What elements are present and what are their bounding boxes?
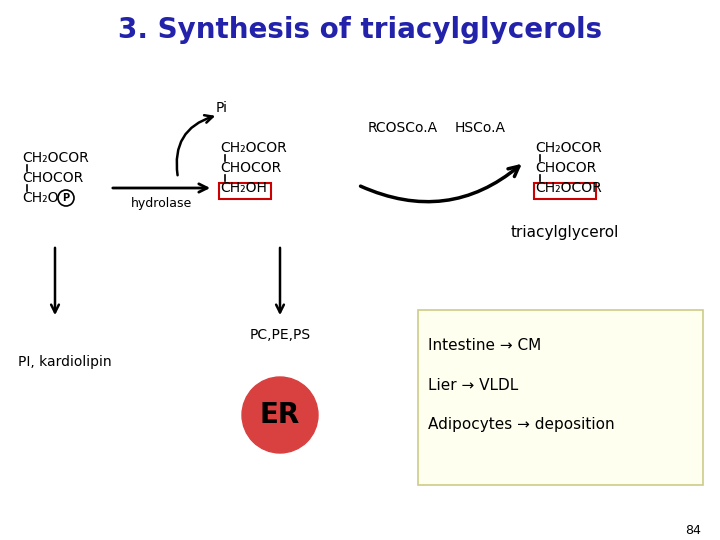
Text: Pi: Pi (216, 101, 228, 115)
Text: triacylglycerol: triacylglycerol (510, 225, 619, 240)
Text: CH₂OCOR: CH₂OCOR (22, 151, 89, 165)
Circle shape (242, 377, 318, 453)
Text: Adipocytes → deposition: Adipocytes → deposition (428, 417, 615, 433)
Text: CHOCOR: CHOCOR (535, 161, 596, 175)
Bar (534, 183, 596, 199)
Text: CH₂OCOR: CH₂OCOR (535, 141, 602, 155)
Text: hydrolase: hydrolase (131, 197, 193, 210)
Text: Intestine → CM: Intestine → CM (428, 338, 541, 353)
Text: PI, kardiolipin: PI, kardiolipin (18, 355, 112, 369)
Text: CHOCOR: CHOCOR (22, 171, 84, 185)
Text: CHOCOR: CHOCOR (220, 161, 282, 175)
Text: CH₂OCOR: CH₂OCOR (220, 141, 287, 155)
Text: CH₂OH: CH₂OH (220, 181, 267, 195)
Text: ER: ER (260, 401, 300, 429)
Text: RCOSCo.A: RCOSCo.A (368, 121, 438, 135)
Text: Lier → VLDL: Lier → VLDL (428, 377, 518, 393)
Bar (418, 310, 703, 485)
Bar (219, 183, 271, 199)
Text: P: P (63, 193, 70, 203)
Text: HSCo.A: HSCo.A (455, 121, 506, 135)
Text: CH₂O: CH₂O (22, 191, 58, 205)
Text: PC,PE,PS: PC,PE,PS (249, 328, 310, 342)
Text: 3. Synthesis of triacylglycerols: 3. Synthesis of triacylglycerols (118, 16, 602, 44)
Circle shape (58, 190, 74, 206)
Text: 84: 84 (685, 523, 701, 537)
Text: CH₂OCOR: CH₂OCOR (535, 181, 602, 195)
